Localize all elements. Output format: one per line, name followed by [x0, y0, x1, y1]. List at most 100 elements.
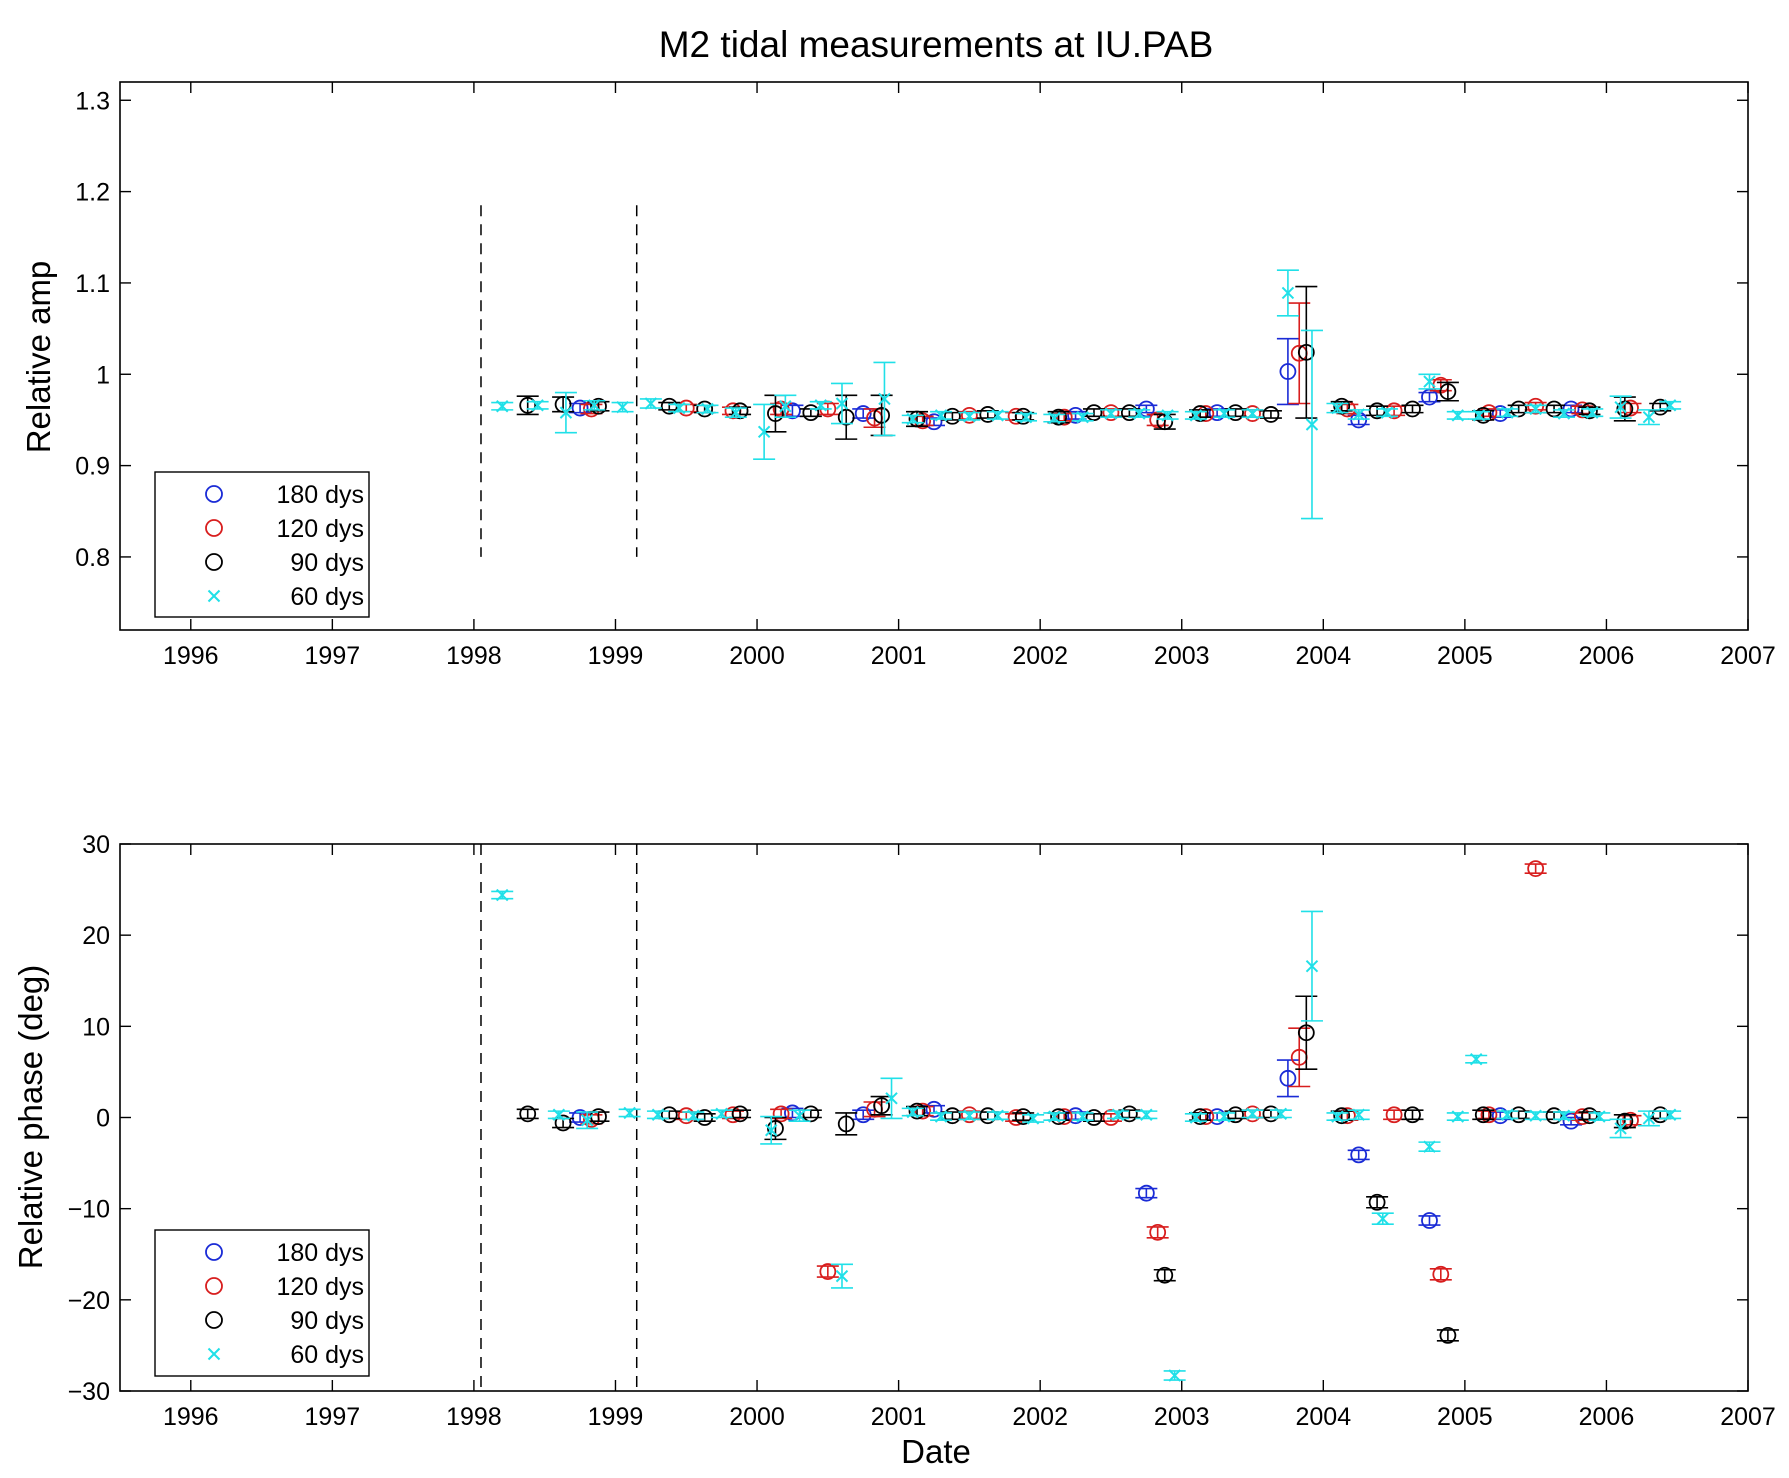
amplitude-data-point-x: [757, 425, 771, 439]
phase-data-point-circle: [1404, 1106, 1421, 1124]
amplitude-data-point-x: [701, 402, 714, 416]
amplitude-data-point-x: [835, 397, 849, 410]
phase-data-point-x: [1076, 1110, 1089, 1123]
amplitude-data-point-x: [1472, 409, 1486, 422]
amplitude-data-point-x: [1663, 399, 1677, 412]
amplitude-data-point-circle: [1120, 404, 1138, 422]
phase-data-point-circle: [1421, 1212, 1438, 1229]
amplitude-x-tick-label: 1997: [305, 642, 361, 670]
amplitude-data-point-circle: [1439, 383, 1457, 401]
amplitude-data-point-circle: [1050, 408, 1067, 426]
amplitude-y-tick-label: 0.8: [75, 544, 110, 572]
phase-data-point-circle: [873, 1097, 891, 1115]
phase-data-point-circle: [1227, 1106, 1244, 1124]
phase-data-point-x: [885, 1092, 898, 1105]
amplitude-data-point-circle: [802, 404, 820, 422]
phase-data-point-x: [793, 1109, 806, 1122]
amplitude-legend-marker: [205, 485, 223, 503]
phase-data-point-circle: [519, 1105, 537, 1123]
amplitude-data-point-circle: [1622, 399, 1639, 417]
amplitude-data-point-x: [1305, 418, 1319, 431]
amplitude-x-tick-label: 2006: [1579, 642, 1635, 670]
amplitude-data-point-x: [672, 401, 686, 415]
amplitude-x-tick-label: 2003: [1154, 642, 1210, 670]
phase-data-point-x: [1557, 1109, 1571, 1122]
amplitude-panel: 1996 1997 1998 1999 2000 2001 2002 2003 2004 2005…: [75, 81, 1776, 670]
amplitude-data-point-circle: [873, 406, 891, 424]
amplitude-x-tick-label: 2001: [871, 642, 927, 670]
amplitude-data-point-x: [1331, 401, 1344, 415]
amplitude-data-point-circle: [1527, 397, 1545, 415]
amplitude-legend-label: 90 dys: [290, 549, 364, 577]
amplitude-data-point-circle: [554, 396, 572, 413]
phase-data-point-circle: [1262, 1105, 1280, 1123]
phase-data-point-circle: [1149, 1223, 1167, 1241]
phase-data-point-x: [1140, 1108, 1153, 1121]
amplitude-data-point-circle: [1581, 402, 1598, 420]
amplitude-data-point-x: [1161, 409, 1174, 422]
phase-legend-label: 180 dys: [276, 1239, 364, 1267]
phase-data-point-circle: [772, 1105, 790, 1123]
phase-data-point-circle: [908, 1102, 926, 1120]
phase-data-point-circle: [1562, 1112, 1580, 1130]
phase-data-point-x: [934, 1110, 948, 1123]
phase-data-point-circle: [1385, 1106, 1403, 1124]
phase-data-point-circle: [767, 1120, 784, 1137]
phase-x-tick-label: 2003: [1154, 1403, 1210, 1431]
phase-data-point-circle: [837, 1115, 855, 1133]
phase-data-point-circle: [1156, 1266, 1174, 1284]
phase-data-point-x: [1246, 1107, 1259, 1121]
amplitude-data-point-circle: [979, 406, 997, 423]
phase-data-point-x: [1305, 959, 1319, 973]
phase-x-tick-label: 1996: [163, 1403, 219, 1431]
amplitude-data-point-circle: [925, 413, 943, 431]
phase-data-point-x: [1593, 1110, 1606, 1123]
amplitude-data-point-x: [906, 412, 919, 426]
amplitude-data-point-x: [1501, 406, 1514, 419]
phase-data-point-x: [1026, 1112, 1040, 1125]
amplitude-x-tick-label: 2002: [1012, 642, 1068, 670]
phase-data-point-x: [1331, 1110, 1344, 1123]
phase-data-point-circle: [1279, 1069, 1297, 1087]
amplitude-data-point-circle: [1404, 400, 1421, 418]
amplitude-data-point-x: [1281, 286, 1295, 300]
phase-data-point-x: [715, 1107, 728, 1121]
amplitude-data-point-x: [1048, 411, 1061, 425]
amplitude-data-point-x: [1451, 409, 1464, 422]
phase-data-point-circle: [1581, 1107, 1598, 1125]
amplitude-data-point-circle: [571, 399, 589, 417]
phase-x-tick-label: 2004: [1295, 1403, 1351, 1431]
amplitude-data-point-x: [531, 399, 544, 412]
phase-x-tick-label: 2007: [1720, 1403, 1776, 1431]
amplitude-data-point-x: [814, 399, 827, 412]
phase-data-point-x: [1663, 1108, 1677, 1121]
phase-data-point-x: [1423, 1140, 1436, 1153]
phase-data-point-circle: [1432, 1265, 1450, 1283]
phase-data-point-circle: [1085, 1109, 1103, 1126]
amplitude-data-point-circle: [696, 400, 714, 418]
phase-data-point-circle: [1350, 1146, 1368, 1164]
amplitude-data-point-circle: [1333, 397, 1351, 415]
phase-data-point-x: [496, 888, 509, 902]
phase-data-point-circle: [1527, 860, 1545, 878]
amplitude-series-60-dys: [491, 269, 1682, 520]
phase-x-tick-label: 2006: [1579, 1403, 1635, 1431]
phase-y-tick-label: −30: [68, 1378, 110, 1406]
amplitude-data-point-circle: [1102, 404, 1120, 422]
amplitude-data-point-x: [1104, 407, 1118, 420]
amplitude-y-tick-label: 0.9: [75, 453, 110, 481]
phase-x-tick-label: 1999: [588, 1403, 644, 1431]
amplitude-data-point-circle: [854, 405, 872, 422]
phase-panel: 1996 1997 1998 1999 2000 2001 2002 2003 2004 2005…: [68, 831, 1776, 1431]
phase-legend-marker: [205, 1311, 223, 1329]
phase-data-point-circle: [1197, 1108, 1215, 1125]
phase-series-120-dys: [580, 860, 1642, 1283]
amplitude-data-point-x: [1352, 408, 1365, 421]
phase-y-tick-label: 10: [82, 1013, 110, 1041]
amplitude-data-point-circle: [908, 410, 926, 428]
amplitude-y-tick-label: 1.1: [75, 270, 110, 298]
phase-x-tick-label: 2002: [1012, 1403, 1068, 1431]
phase-data-point-x: [1048, 1110, 1061, 1123]
amplitude-data-point-circle: [1014, 407, 1032, 425]
phase-data-point-x: [1168, 1369, 1181, 1382]
